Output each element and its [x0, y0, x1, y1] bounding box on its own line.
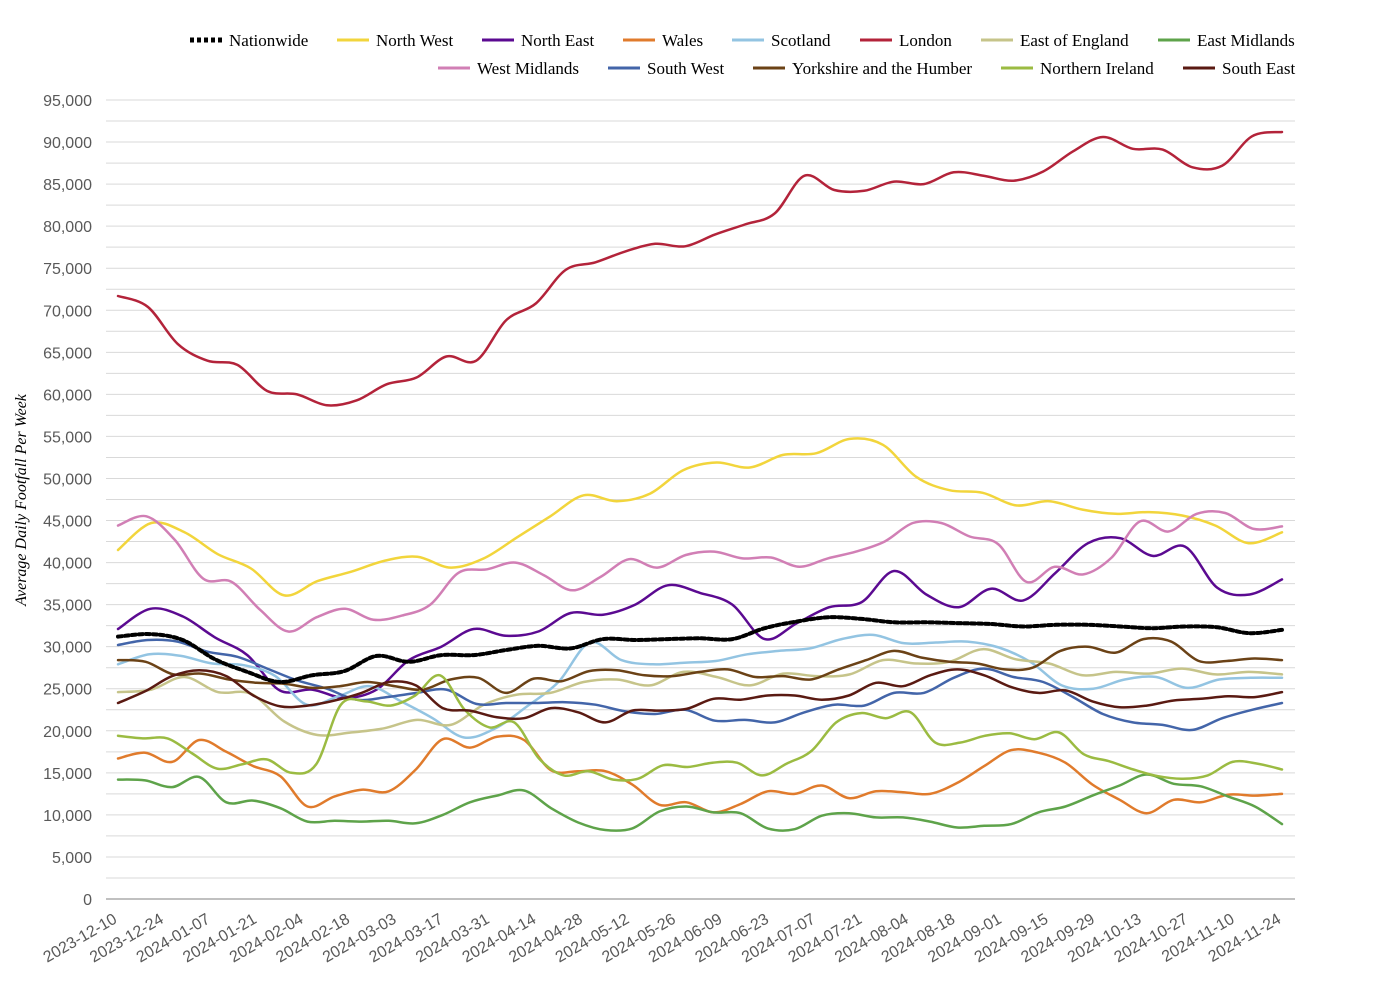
series-line-west-midlands [116, 510, 1284, 633]
y-tick-label: 10,000 [43, 808, 92, 825]
y-tick-label: 20,000 [43, 724, 92, 741]
y-tick-label: 65,000 [43, 345, 92, 362]
legend-label: South East [1222, 59, 1295, 78]
series-line-wales [116, 734, 1284, 815]
legend-item-scotland: Scotland [732, 31, 831, 50]
series-lines [116, 130, 1284, 832]
legend-item-nationwide: Nationwide [190, 31, 308, 50]
legend-item-london: London [860, 31, 952, 50]
y-tick-label: 50,000 [43, 471, 92, 488]
legend-label: Scotland [771, 31, 831, 50]
series-line-scotland [116, 633, 1284, 740]
y-tick-label: 35,000 [43, 598, 92, 615]
x-axis-ticks: 2023-12-102023-12-242024-01-072024-01-21… [41, 911, 1284, 967]
y-tick-label: 5,000 [52, 850, 92, 867]
y-tick-label: 0 [83, 892, 92, 909]
legend-label: London [899, 31, 952, 50]
legend-item-northern-ireland: Northern Ireland [1001, 59, 1154, 78]
y-tick-label: 25,000 [43, 682, 92, 699]
legend-item-wales: Wales [623, 31, 703, 50]
y-gridlines [106, 99, 1295, 879]
legend-item-east-of-england: East of England [981, 31, 1129, 50]
legend-label: Nationwide [229, 31, 308, 50]
legend-label: South West [647, 59, 724, 78]
series-line-north-east [116, 536, 1284, 700]
series-line-nationwide [116, 615, 1284, 685]
series-line-east-midlands [116, 773, 1284, 832]
y-tick-label: 80,000 [43, 219, 92, 236]
legend-item-north-east: North East [482, 31, 594, 50]
legend-item-north-west: North West [337, 31, 453, 50]
legend-item-yorkshire-and-the-humber: Yorkshire and the Humber [753, 59, 972, 78]
legend-item-south-east: South East [1183, 59, 1295, 78]
y-tick-label: 15,000 [43, 766, 92, 783]
legend-label: West Midlands [477, 59, 579, 78]
series-line-london [116, 130, 1284, 407]
y-tick-label: 75,000 [43, 261, 92, 278]
legend-item-south-west: South West [608, 59, 724, 78]
legend-label: Yorkshire and the Humber [792, 59, 972, 78]
y-tick-label: 95,000 [43, 93, 92, 110]
series-line-north-west [116, 437, 1284, 597]
legend-label: North West [376, 31, 453, 50]
y-tick-label: 55,000 [43, 429, 92, 446]
y-axis-ticks: 0 5,000 10,000 15,000 20,000 25,000 30,000 35,0… [43, 93, 92, 909]
series-line-south-west [116, 638, 1284, 732]
series-line-south-east [116, 668, 1284, 724]
chart-legend: Nationwide North West North East Wales Scotl… [190, 31, 1295, 78]
legend-label: Northern Ireland [1040, 59, 1154, 78]
legend-item-west-midlands: West Midlands [438, 59, 579, 78]
y-tick-label: 30,000 [43, 640, 92, 657]
legend-label: North East [521, 31, 594, 50]
series-line-yorkshire-and-the-humber [116, 636, 1284, 695]
y-tick-label: 45,000 [43, 514, 92, 531]
y-tick-label: 70,000 [43, 303, 92, 320]
y-tick-label: 90,000 [43, 135, 92, 152]
legend-label: East of England [1020, 31, 1129, 50]
legend-item-east-midlands: East Midlands [1158, 31, 1295, 50]
y-tick-label: 40,000 [43, 556, 92, 573]
legend-label: Wales [662, 31, 703, 50]
series-line-northern-ireland [116, 674, 1284, 782]
legend-label: East Midlands [1197, 31, 1295, 50]
y-axis-label: Average Daily Footfall Per Week [13, 393, 30, 607]
y-tick-label: 60,000 [43, 387, 92, 404]
y-tick-label: 85,000 [43, 177, 92, 194]
